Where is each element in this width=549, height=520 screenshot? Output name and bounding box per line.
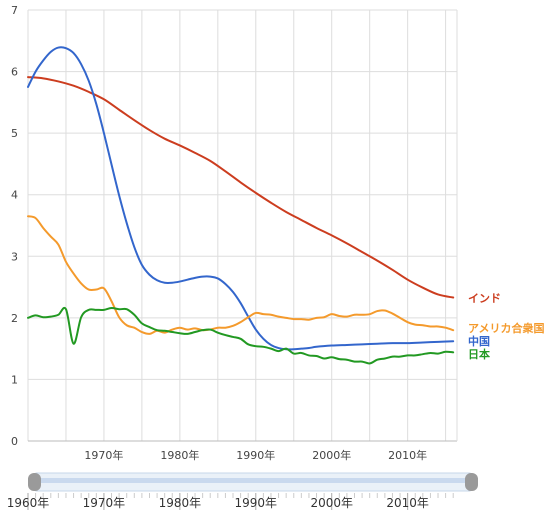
range-tick-label: 1970年 (83, 496, 126, 510)
x-tick-label: 1990年 (236, 448, 275, 462)
series-label-3: 日本 (468, 347, 490, 361)
x-tick-label: 1970年 (84, 448, 123, 462)
chart-grid (27, 9, 458, 442)
range-right-handle[interactable] (465, 473, 478, 491)
y-tick-label: 1 (11, 373, 18, 386)
y-axis-ticks: 0 1 2 3 4 5 6 7 (11, 4, 18, 448)
series-line-0[interactable] (27, 76, 455, 299)
y-tick-label: 5 (11, 127, 18, 140)
series-line-3[interactable] (27, 306, 455, 365)
range-selection-bar (36, 478, 470, 483)
y-tick-label: 6 (11, 66, 18, 79)
series-label-0: インド (468, 292, 501, 305)
series-label-1: 中国 (468, 334, 490, 348)
range-tick-label: 2010年 (386, 496, 429, 510)
series-label-2: アメリカ合衆国 (468, 321, 544, 335)
series-line-1[interactable] (27, 46, 455, 351)
x-tick-label: 1980年 (160, 448, 199, 462)
range-selector[interactable]: 1960年 1970年 1980年 1990年 2000年 2010年 (7, 472, 478, 510)
series-lines (27, 46, 455, 365)
range-ticks: 1960年 1970年 1980年 1990年 2000年 2010年 (7, 493, 454, 510)
y-tick-label: 7 (11, 4, 18, 17)
y-tick-label: 2 (11, 312, 18, 325)
series-line-2[interactable] (27, 215, 455, 335)
range-tick-label: 1990年 (235, 496, 278, 510)
y-tick-label: 3 (11, 250, 18, 263)
range-tick-label: 2000年 (310, 496, 353, 510)
range-left-handle[interactable] (28, 473, 41, 491)
x-axis-ticks: 1970年 1980年 1990年 2000年 2010年 (84, 448, 427, 462)
x-tick-label: 2000年 (312, 448, 351, 462)
y-tick-label: 4 (11, 189, 18, 202)
range-tick-label: 1960年 (7, 496, 50, 510)
x-tick-label: 2010年 (388, 448, 427, 462)
range-tick-label: 1980年 (159, 496, 202, 510)
y-tick-label: 0 (11, 435, 18, 448)
